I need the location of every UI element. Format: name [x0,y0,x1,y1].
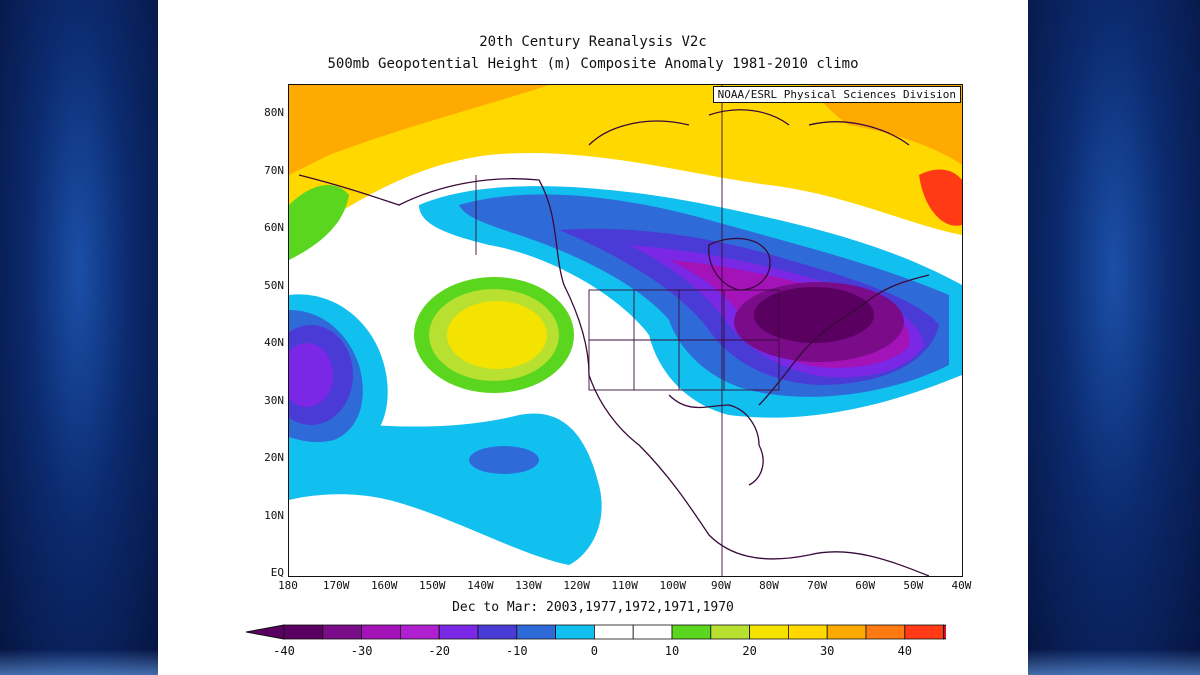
colorbar-box [322,624,363,640]
lon-label-40W: 40W [951,579,972,592]
lon-label-50W: 50W [903,579,924,592]
colorbar-box [361,624,401,640]
lens-flare-right [1028,649,1200,675]
lat-label-EQ: EQ [270,566,284,579]
lon-label-140W: 140W [467,579,494,592]
lat-label-70N: 70N [264,163,284,177]
colorbar-box [671,624,712,640]
lon-label-80W: 80W [759,579,779,592]
colorbar-label: 30 [819,644,835,658]
political-boundaries [475,85,780,576]
lat-label-30N: 30N [264,393,284,407]
lon-label-120W: 120W [563,579,590,592]
colorbar-label: -10 [505,644,528,658]
positive-band-orange [289,85,549,175]
positive-band-red-ne [919,169,962,226]
colorbar [246,624,946,640]
pacific-ridge-yellow [447,301,547,369]
anomaly-field [289,85,962,576]
lon-label-90W: 90W [710,579,731,592]
lat-label-40N: 40N [264,336,284,349]
lon-label-100W: 100W [659,579,687,592]
arctic-islands [588,109,910,146]
background-left [0,0,158,675]
lon-label-180: 180 [278,579,298,592]
lat-label-50N: 50N [264,278,284,292]
colorbar-box [438,624,479,640]
colorbar-box [865,624,906,640]
lon-label-60W: 60W [855,579,876,592]
lon-label-130W: 130W [515,579,542,592]
data-credit: NOAA/ESRL Physical Sciences Division [712,86,961,103]
subtropical-low [469,446,539,474]
colorbar-label: 20 [742,644,757,658]
lon-label-170W: 170W [322,579,350,592]
colorbar-box [283,624,324,640]
period-caption: Dec to Mar: 2003,1977,1972,1971,1970 [452,600,734,615]
colorbar-label: -30 [350,644,373,658]
gulf-coast [668,394,764,486]
positive-band-north [289,85,962,245]
colorbar-label: 40 [897,644,913,658]
colorbar-box [826,624,867,640]
map-title: 20th Century Reanalysis V2c [479,34,707,50]
lon-label-70W: 70W [807,579,828,592]
lat-label-80N: 80N [264,106,284,119]
colorbar-box [593,624,634,640]
colorbar-box [904,624,944,640]
lens-flare-left [0,649,158,675]
lon-label-150W: 150W [419,579,446,592]
colorbar-box [749,624,789,640]
map-subtitle: 500mb Geopotential Height (m) Composite … [327,56,859,72]
lat-label-20N: 20N [264,451,284,464]
positive-band-orange-ne [809,85,962,165]
colorbar-over-arrow [943,624,946,640]
background-right [1028,0,1200,675]
hudson-bay [708,237,771,291]
colorbar-label: -20 [428,644,451,658]
lon-label-160W: 160W [370,579,398,592]
pacific-low-core [289,343,333,407]
colorbar-box [516,624,556,640]
colorbar-label: 10 [664,644,680,658]
trough-center [754,287,874,343]
positive-band-green-nw [289,184,349,260]
lon-label-110W: 110W [611,579,638,592]
map-panel: 20th Century Reanalysis V2c 500mb Geopot… [158,0,1028,675]
colorbar-box [632,624,673,640]
colorbar-box [399,624,440,640]
colorbar-under-arrow [246,624,285,640]
colorbar-box [555,624,595,640]
colorbar-box [710,624,750,640]
lat-label-10N: 10N [264,508,284,522]
lat-label-60N: 60N [264,221,284,234]
east-coast [758,274,930,406]
colorbar-box [788,624,828,640]
colorbar-box [477,624,518,640]
anomaly-map: NOAA/ESRL Physical Sciences Division [288,84,963,577]
colorbar-label: -40 [273,644,295,658]
colorbar-label: 0 [590,644,598,658]
